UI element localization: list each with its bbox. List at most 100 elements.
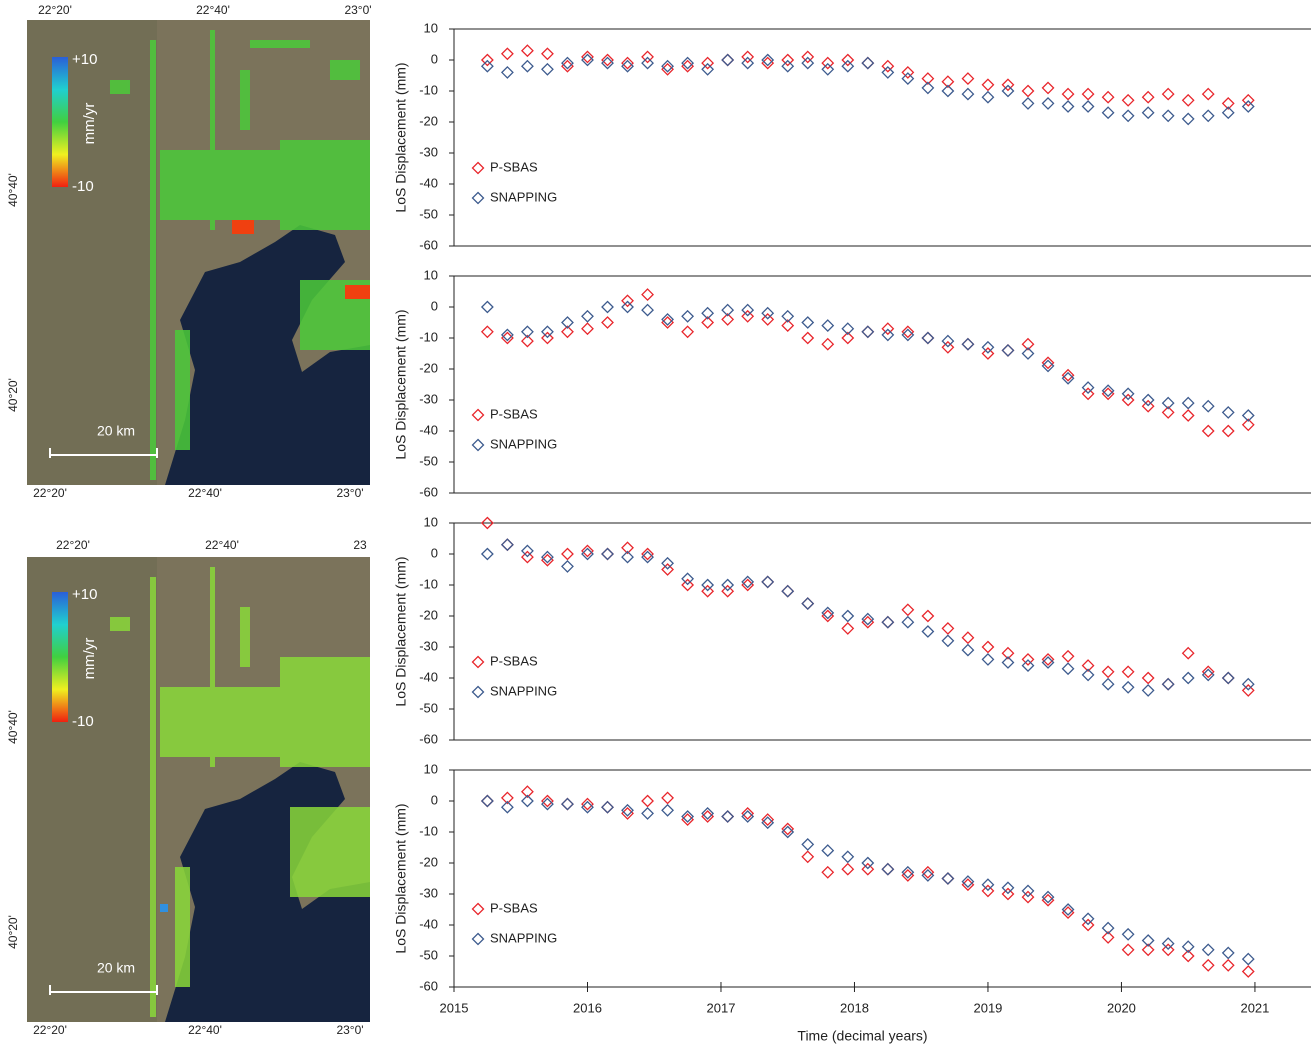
data-point <box>961 875 975 889</box>
data-point <box>1021 84 1035 98</box>
data-point <box>641 288 654 302</box>
colorbar <box>52 57 68 187</box>
data-point <box>1181 671 1195 685</box>
data-point <box>541 47 554 61</box>
legend-marker <box>471 932 485 946</box>
data-point <box>601 800 614 814</box>
data-point <box>1201 424 1215 438</box>
data-point <box>1001 646 1015 660</box>
map-coordinate-label: 22°20' <box>38 3 72 17</box>
data-point <box>801 597 815 611</box>
data-point <box>801 316 815 329</box>
data-point <box>1141 106 1155 120</box>
data-point <box>861 612 875 626</box>
data-point <box>500 65 514 79</box>
data-point <box>1001 887 1015 901</box>
data-point <box>1121 387 1135 401</box>
y-tick-label: -50 <box>419 206 438 221</box>
data-point <box>541 794 554 808</box>
data-point <box>801 50 815 64</box>
data-point <box>701 62 715 76</box>
legend-label: SNAPPING <box>490 930 557 945</box>
data-point <box>981 340 995 354</box>
data-point <box>480 794 494 808</box>
data-point <box>861 56 875 70</box>
data-point <box>881 862 895 876</box>
data-point <box>701 316 715 329</box>
data-point <box>1121 927 1135 941</box>
data-point <box>661 563 675 576</box>
data-point <box>681 56 695 70</box>
data-point <box>1201 958 1215 972</box>
map-coordinate-label: 40°20' <box>6 378 20 412</box>
data-point <box>480 516 494 530</box>
data-point <box>541 325 554 339</box>
data-point <box>1061 100 1075 113</box>
data-point <box>741 303 755 317</box>
data-point <box>1221 958 1235 972</box>
data-point <box>841 331 855 345</box>
data-point <box>561 797 574 811</box>
data-point <box>921 868 935 882</box>
y-tick-label: -60 <box>419 731 438 746</box>
data-point <box>821 319 835 333</box>
data-point <box>721 584 735 598</box>
data-point <box>1221 96 1235 110</box>
data-point <box>981 884 995 898</box>
data-point <box>841 609 855 623</box>
data-point <box>1061 368 1075 382</box>
data-point <box>881 322 895 336</box>
y-tick-label: 0 <box>431 792 438 807</box>
legend-label: P-SBAS <box>490 653 538 668</box>
data-point <box>1161 677 1175 691</box>
y-tick-label: -10 <box>419 576 438 591</box>
scale-label: 20 km <box>97 960 135 976</box>
y-tick-label: -10 <box>419 823 438 838</box>
data-point <box>1081 387 1095 401</box>
data-point <box>781 309 795 323</box>
data-point <box>480 794 494 808</box>
data-point <box>961 631 975 645</box>
data-point <box>921 625 935 638</box>
data-point <box>1001 84 1015 98</box>
data-point <box>1141 393 1155 407</box>
y-tick-label: -40 <box>419 669 438 684</box>
data-point <box>1201 399 1215 413</box>
data-point <box>1041 81 1055 95</box>
data-point <box>901 615 915 629</box>
data-point <box>1021 347 1035 360</box>
data-point <box>741 56 755 70</box>
data-point <box>1141 934 1155 947</box>
data-point <box>520 550 534 564</box>
data-point <box>601 800 614 814</box>
data-point <box>1041 656 1055 669</box>
legend-label: P-SBAS <box>490 159 538 174</box>
data-point <box>901 328 915 342</box>
y-tick-label: -60 <box>419 978 438 993</box>
data-point <box>881 65 895 79</box>
y-tick-label: -30 <box>419 144 438 159</box>
data-point <box>641 794 654 808</box>
data-point <box>761 312 775 326</box>
map-coordinate-label: 23°0' <box>344 3 371 17</box>
data-point <box>841 862 855 876</box>
data-point <box>1101 930 1115 944</box>
data-point <box>541 62 554 76</box>
colorbar-unit: mm/yr <box>81 103 98 145</box>
legend-label: SNAPPING <box>490 189 557 204</box>
data-point <box>581 53 594 67</box>
data-point <box>1161 677 1175 691</box>
data-point <box>981 90 995 104</box>
data-point <box>721 578 735 592</box>
map-coordinate-label: 22°40' <box>188 486 222 500</box>
colorbar-label: -10 <box>72 178 94 195</box>
data-point <box>1081 918 1095 932</box>
data-point <box>681 572 695 586</box>
map-coordinate-label: 22°20' <box>33 486 67 500</box>
chart: -60 -50 -40 -30 -20 -10 0 10 LoS Displacement (m… <box>393 267 1311 499</box>
colorbar-unit: mm/yr <box>81 638 98 680</box>
data-point <box>1041 96 1055 110</box>
legend-label: P-SBAS <box>490 900 538 915</box>
y-tick-label: 10 <box>424 514 438 529</box>
colorbar <box>52 592 68 722</box>
